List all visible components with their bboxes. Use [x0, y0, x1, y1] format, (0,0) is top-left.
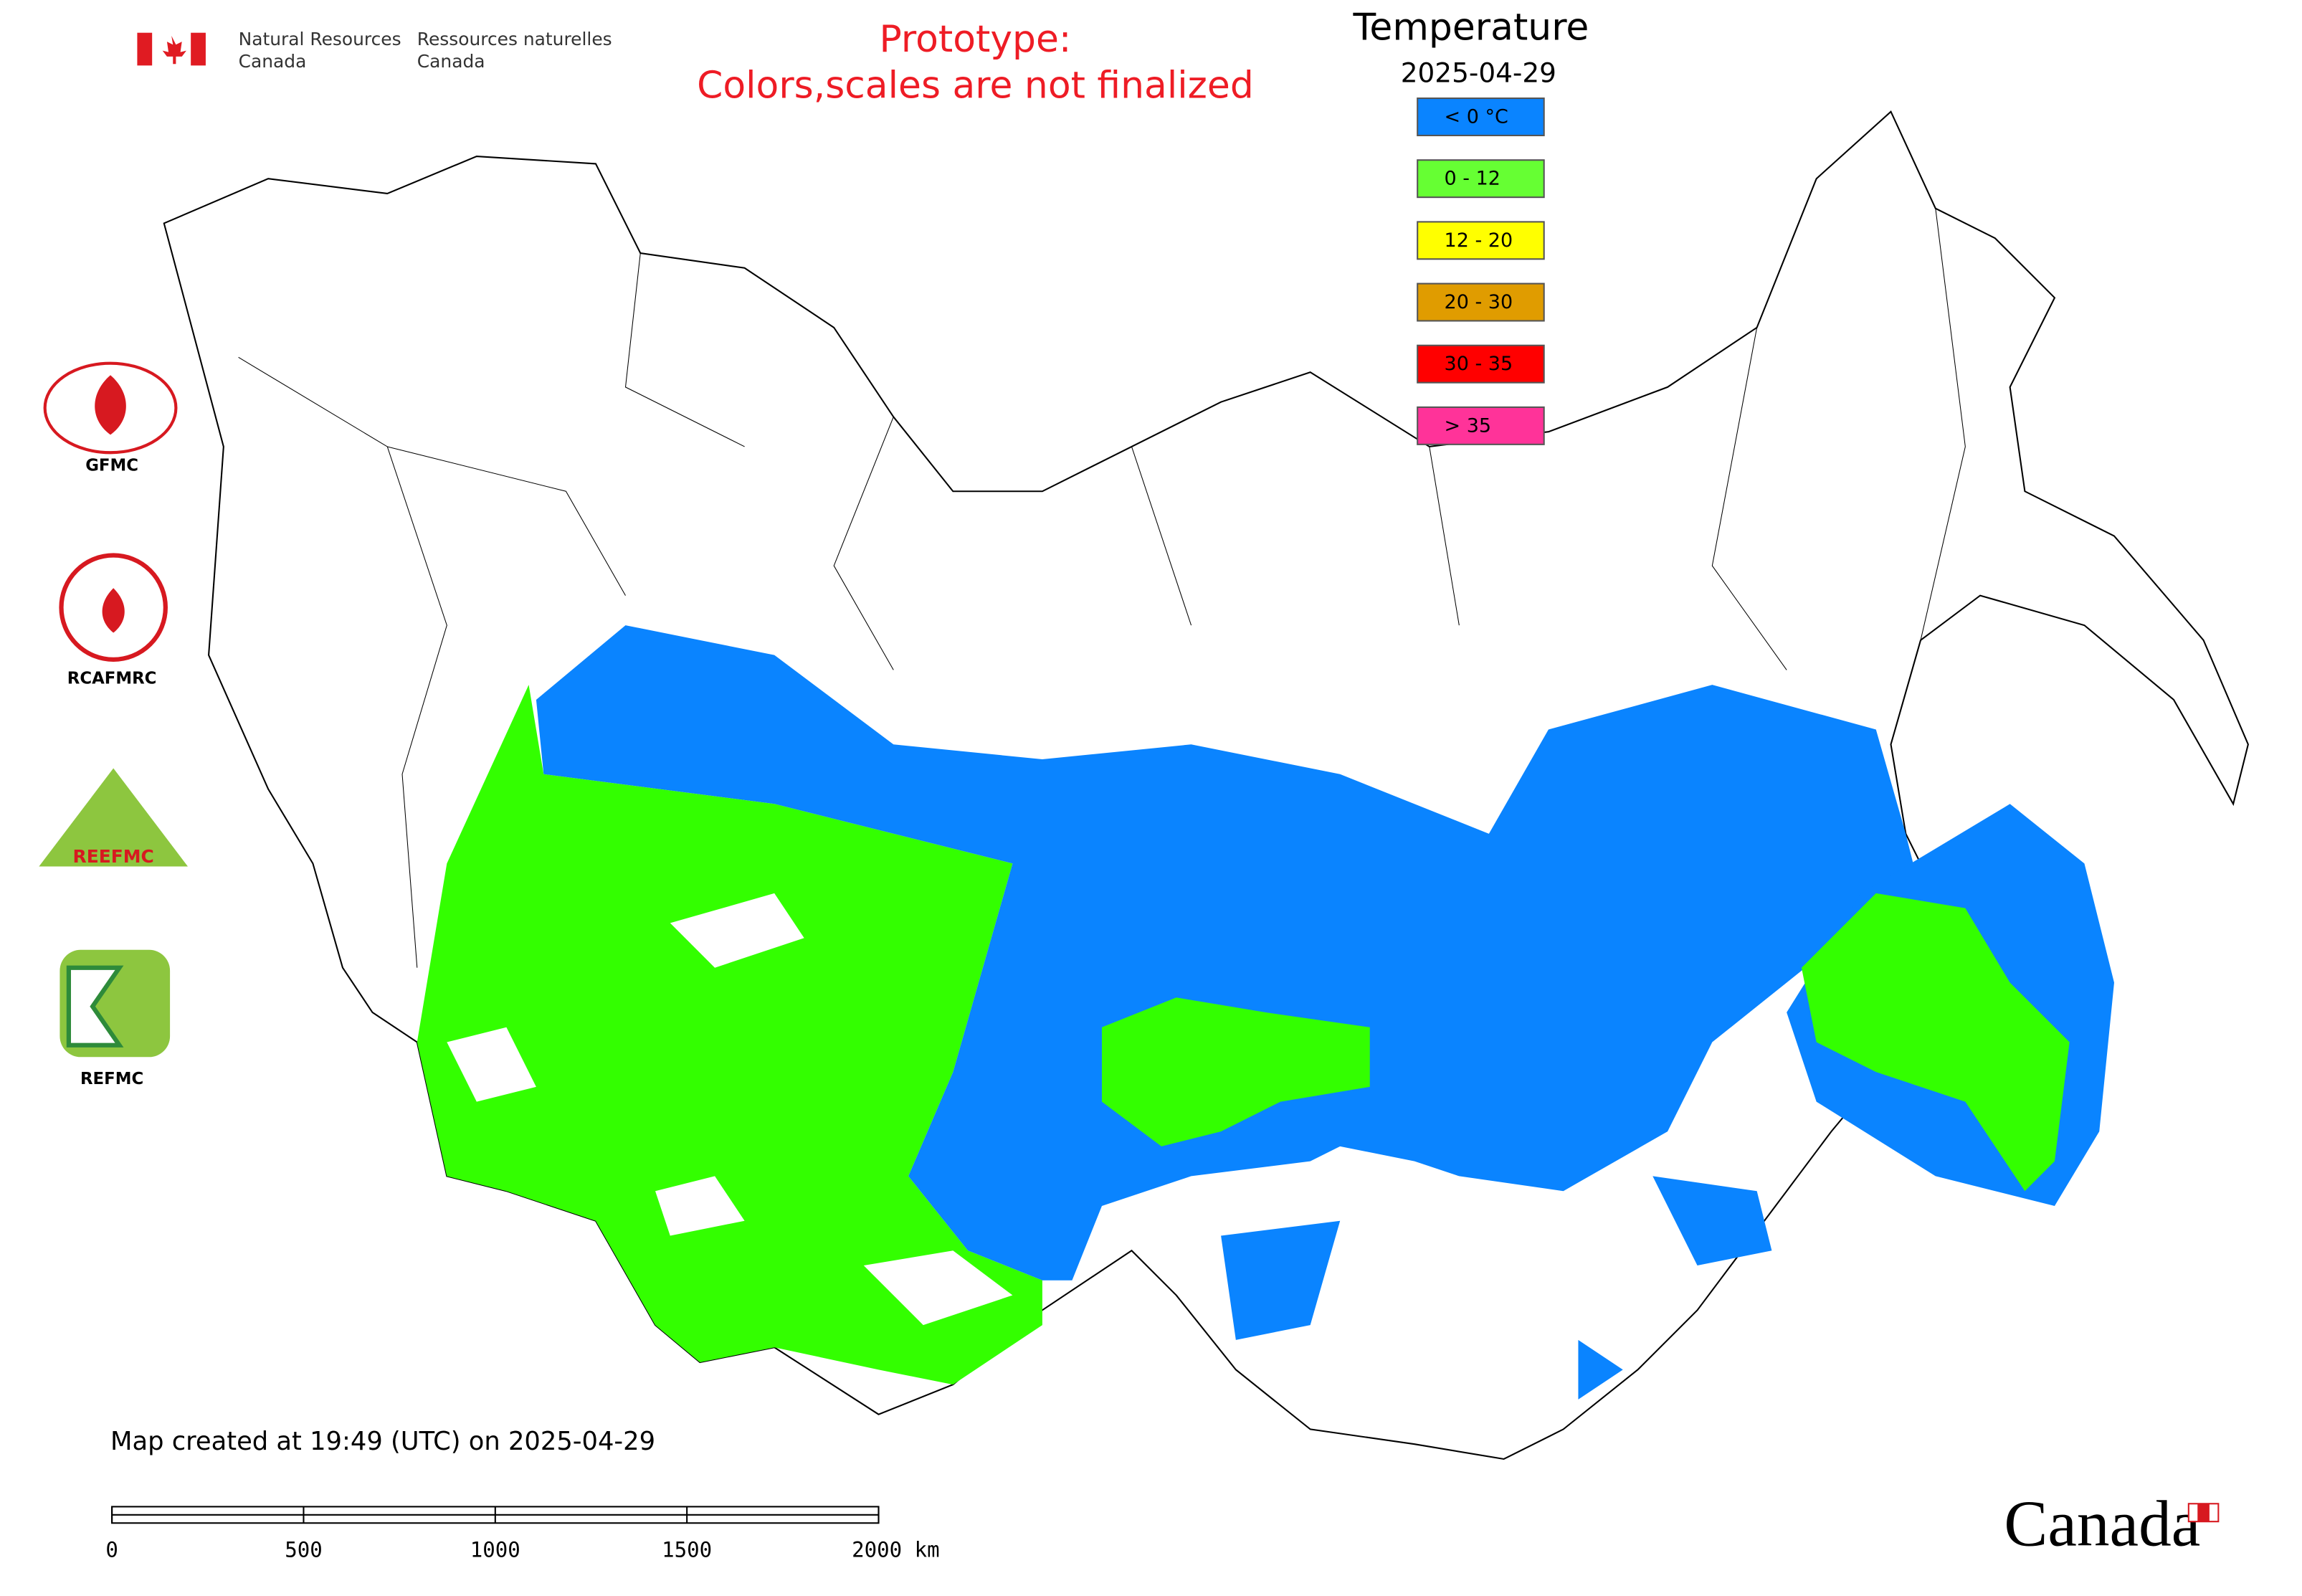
logo-graphic-text: REEFMC	[73, 846, 154, 867]
logo-graphic	[102, 588, 125, 633]
agency-fr: Ressources naturelles	[417, 29, 612, 49]
map-area	[163, 110, 2249, 1460]
logo-graphic	[43, 361, 178, 455]
legend-swatch	[1417, 98, 1545, 136]
canada-wordmark: Canada	[2004, 1488, 2200, 1560]
logo-graphic	[95, 375, 126, 435]
flag-bar	[137, 32, 153, 66]
wordmark-flag	[2197, 1504, 2210, 1522]
scale-label: 1000	[470, 1538, 520, 1562]
legend-label: 0 - 12	[1445, 168, 1500, 190]
gov-header: Natural Resources Canada Ressources natu…	[137, 29, 612, 72]
scale-label: 500	[285, 1538, 323, 1562]
created-note: Map created at 19:49 (UTC) on 2025-04-29	[110, 1427, 655, 1456]
legend-swatch	[1417, 159, 1545, 199]
snow-free-patches	[447, 893, 1013, 1326]
legend-label: < 0 °C	[1445, 106, 1508, 128]
scale-label: 2000 km	[852, 1538, 939, 1562]
logo-label: GFMC	[85, 456, 138, 475]
legend-label: 12 - 20	[1445, 229, 1513, 252]
legend-swatch	[1417, 282, 1545, 322]
logo-label: RCAFMRC	[67, 669, 157, 688]
logo-label: REFMC	[80, 1070, 143, 1088]
agency-fr: Canada	[417, 51, 485, 72]
temp-zone-cold	[536, 625, 1921, 1281]
agency-en: Canada	[239, 51, 307, 72]
legend-label: > 35	[1445, 414, 1492, 437]
legend-swatch	[1417, 344, 1545, 384]
temp-zone-mild	[417, 685, 1042, 1385]
legend-label: 20 - 30	[1445, 291, 1513, 313]
logo-graphic	[39, 768, 189, 867]
logo-graphic	[59, 553, 168, 662]
flag-bar	[191, 32, 206, 66]
agency-en: Natural Resources	[239, 29, 401, 49]
legend-label: 30 - 35	[1445, 353, 1513, 375]
legend-swatch	[1417, 221, 1545, 260]
maple-leaf	[162, 35, 186, 65]
temp-zone-mild	[1101, 893, 2070, 1192]
legend-date: 2025-04-29	[1401, 57, 1556, 88]
region-borders	[238, 208, 1966, 968]
scale-label: 0	[105, 1538, 118, 1562]
logo-column: REEFMC GFMC RCAFMRC REFMC	[39, 361, 189, 1088]
legend: Temperature 2025-04-29 < 0 °C 0 - 12 12 - …	[1353, 6, 1589, 445]
legend-title: Temperature	[1353, 6, 1589, 49]
scale-label: 1500	[662, 1538, 712, 1562]
notice: Prototype:	[880, 18, 1072, 61]
notice: Colors,scales are not finalized	[697, 65, 1254, 108]
scale-bar: 0 500 1000 1500 2000 km	[105, 1506, 940, 1562]
logo-graphic	[66, 965, 124, 1048]
legend-swatch	[1417, 406, 1545, 445]
